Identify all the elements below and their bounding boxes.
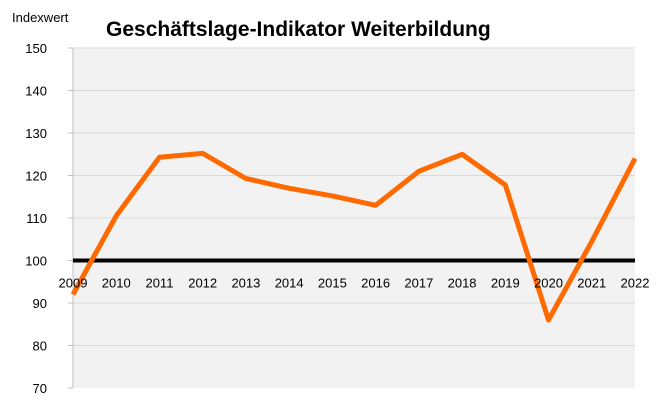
chart-title: Geschäftslage-Indikator Weiterbildung <box>106 18 491 41</box>
y-tick-label: 130 <box>25 126 47 141</box>
y-tick-labels: 70 80 90 100 110 120 130 140 150 <box>25 41 47 396</box>
y-tick-label: 120 <box>25 169 47 184</box>
x-tick-label: 2018 <box>448 276 477 291</box>
x-tick-label: 2014 <box>275 276 304 291</box>
x-tick-label: 2009 <box>59 276 88 291</box>
y-tick-label: 150 <box>25 41 47 56</box>
y-axis-label: Indexwert <box>12 10 69 25</box>
y-tick-label: 70 <box>33 381 47 396</box>
x-tick-label: 2015 <box>318 276 347 291</box>
x-tick-label: 2016 <box>361 276 390 291</box>
y-tick-label: 140 <box>25 84 47 99</box>
x-tick-label: 2012 <box>188 276 217 291</box>
x-tick-label: 2020 <box>534 276 563 291</box>
y-tick-label: 110 <box>26 211 47 226</box>
x-tick-labels: 2009 2010 2011 2012 2013 2014 2015 2016 2017 2018… <box>59 276 650 291</box>
x-tick-label: 2010 <box>102 276 131 291</box>
x-tick-label: 2011 <box>145 276 173 291</box>
axes <box>68 47 635 389</box>
y-tick-label: 80 <box>33 339 47 354</box>
x-tick-label: 2017 <box>404 276 433 291</box>
x-tick-label: 2019 <box>491 276 520 291</box>
y-tick-label: 100 <box>25 254 47 269</box>
x-tick-label: 2022 <box>621 276 650 291</box>
gridlines <box>73 47 635 346</box>
x-tick-label: 2013 <box>231 276 260 291</box>
series-layer <box>70 150 638 323</box>
y-tick-label: 90 <box>33 296 47 311</box>
series-line <box>70 150 638 323</box>
x-tick-label: 2021 <box>577 276 606 291</box>
